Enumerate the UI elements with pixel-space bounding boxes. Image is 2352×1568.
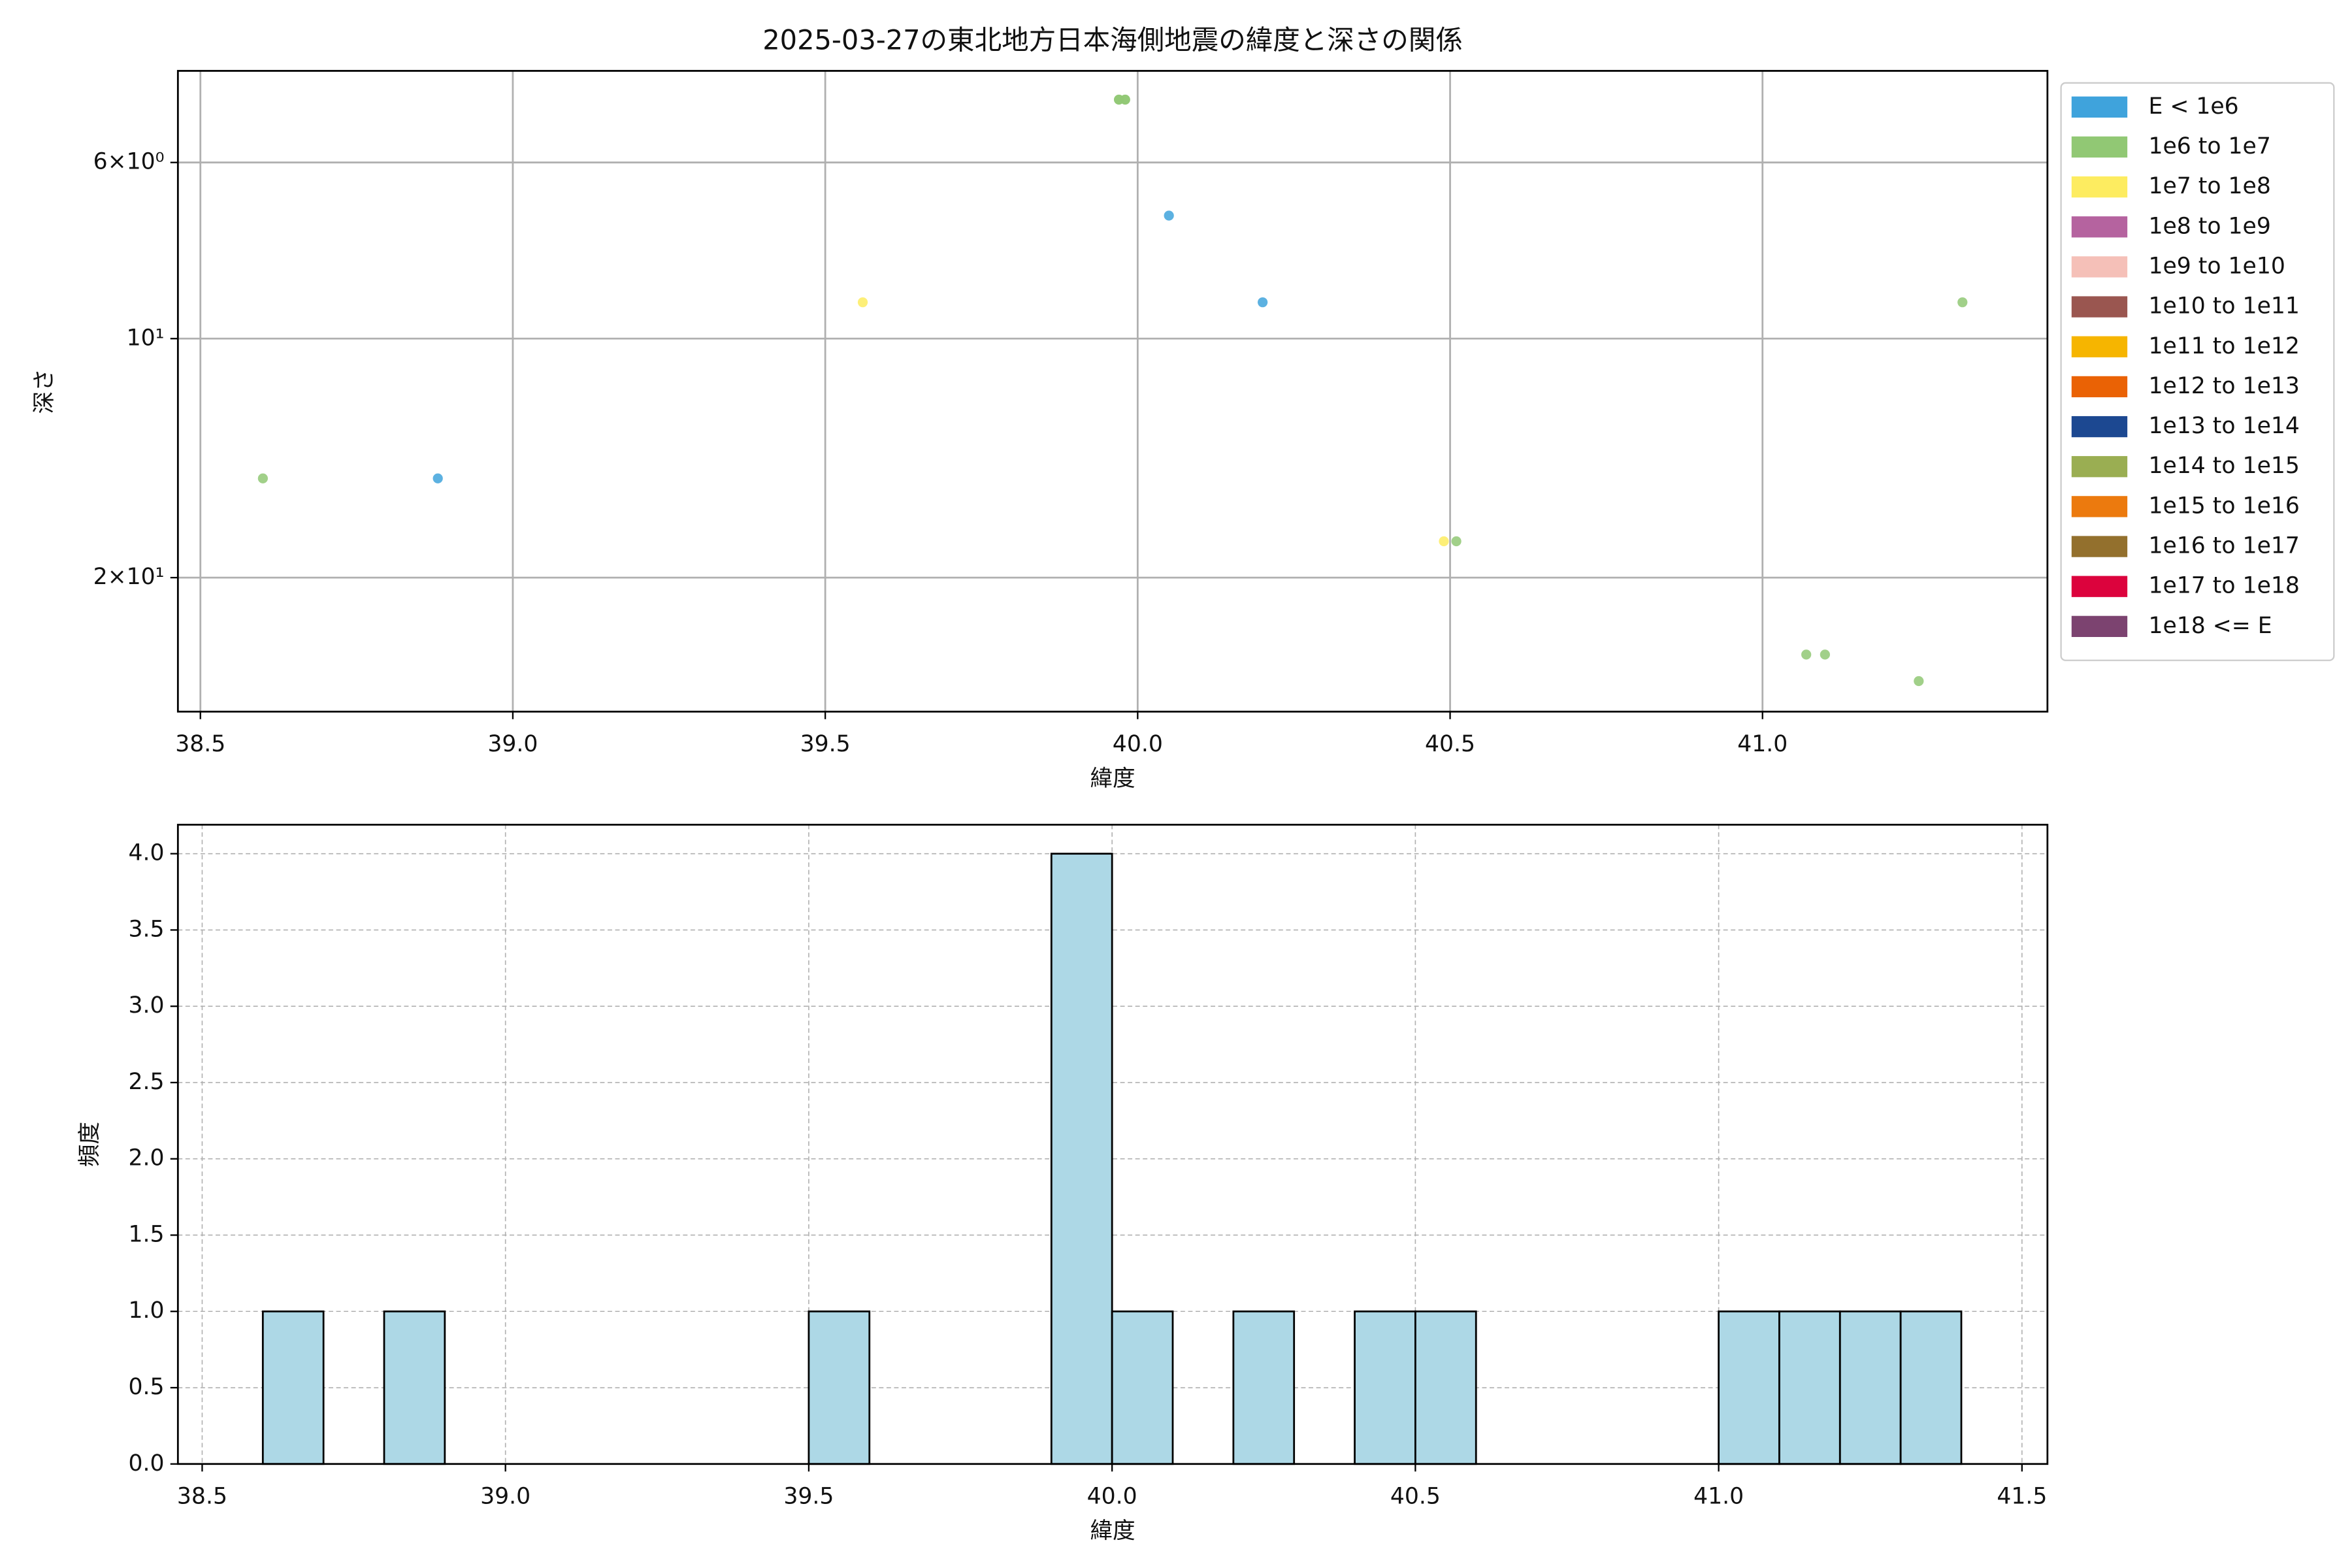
x-tick-label: 38.5 [177, 1484, 227, 1510]
y-tick-label: 2.0 [128, 1145, 164, 1171]
legend-box [2060, 82, 2335, 661]
point [1801, 649, 1812, 660]
bar [1718, 1310, 1780, 1465]
legend-label: 1e15 to 1e16 [2148, 493, 2299, 519]
legend-swatch [2071, 416, 2128, 438]
legend-swatch [2071, 576, 2128, 597]
x-tick-label: 40.5 [1425, 731, 1475, 757]
bar [383, 1310, 446, 1465]
legend-label: 1e6 to 1e7 [2148, 133, 2270, 159]
plot-frame [176, 70, 2049, 713]
bar [1111, 1310, 1174, 1465]
point [433, 473, 443, 483]
legend-label: 1e10 to 1e11 [2148, 293, 2299, 319]
legend-swatch [2071, 176, 2128, 198]
chart-title: 2025-03-27の東北地方日本海側地震の緯度と深さの関係 [762, 24, 1463, 56]
point [1164, 210, 1174, 221]
point [1451, 536, 1462, 547]
y-tick-label: 0.5 [128, 1374, 164, 1400]
legend-swatch [2071, 296, 2128, 318]
y-tick-label: 2.5 [128, 1069, 164, 1095]
x-tick-label: 40.0 [1113, 731, 1163, 757]
x-tick-label: 38.5 [175, 731, 225, 757]
y-tick-label: 4.0 [128, 840, 164, 866]
x-tick-label: 39.5 [783, 1484, 834, 1510]
legend-swatch [2071, 216, 2128, 238]
bar [1354, 1310, 1416, 1465]
legend-label: 1e12 to 1e13 [2148, 373, 2299, 399]
bar [1838, 1310, 1902, 1465]
legend-swatch [2071, 96, 2128, 118]
legend-swatch [2071, 136, 2128, 158]
legend-label: 1e18 <= E [2148, 613, 2272, 639]
legend-label: 1e9 to 1e10 [2148, 253, 2285, 279]
x-tick-label: 39.5 [800, 731, 851, 757]
y-tick-label: 6×10⁰ [93, 149, 165, 175]
x-tick-label: 40.0 [1087, 1484, 1137, 1510]
point [1439, 536, 1449, 547]
point [1120, 94, 1130, 105]
legend-swatch [2071, 376, 2128, 398]
legend-swatch [2071, 456, 2128, 478]
y-tick-label: 3.5 [128, 916, 164, 942]
y-axis-label: 頻度 [76, 1122, 103, 1167]
x-tick-label: 41.5 [1997, 1484, 2047, 1510]
point [1914, 676, 1924, 687]
y-tick-label: 3.0 [128, 992, 164, 1019]
legend-label: 1e17 to 1e18 [2148, 573, 2299, 599]
bar [1232, 1310, 1296, 1465]
point [257, 473, 268, 483]
legend-swatch [2071, 496, 2128, 517]
point [1257, 297, 1268, 308]
y-tick-label: 0.0 [128, 1450, 164, 1477]
legend-label: E < 1e6 [2148, 93, 2238, 120]
bar [261, 1310, 325, 1465]
point [1957, 297, 1968, 308]
y-tick-label: 2×10¹ [93, 564, 165, 590]
y-tick-label: 1.5 [128, 1221, 164, 1247]
legend-label: 1e14 to 1e15 [2148, 453, 2299, 479]
point [1820, 649, 1830, 660]
bar [1899, 1310, 1963, 1465]
x-tick-label: 39.0 [487, 731, 538, 757]
legend-swatch [2071, 615, 2128, 637]
plot-frame [176, 823, 2049, 1465]
x-axis-label: 緯度 [1090, 766, 1135, 792]
legend-swatch [2071, 336, 2128, 357]
y-tick-label: 1.0 [128, 1298, 164, 1324]
bar [808, 1310, 871, 1465]
bar [1414, 1310, 1477, 1465]
legend-swatch [2071, 256, 2128, 278]
legend-label: 1e7 to 1e8 [2148, 173, 2270, 199]
x-tick-label: 41.0 [1693, 1484, 1744, 1510]
legend-label: 1e11 to 1e12 [2148, 333, 2299, 359]
x-tick-label: 39.0 [480, 1484, 531, 1510]
y-tick-label: 10¹ [127, 325, 165, 351]
x-axis-label: 緯度 [1090, 1518, 1135, 1544]
bar [1778, 1310, 1841, 1465]
point [857, 297, 868, 308]
x-tick-label: 40.5 [1390, 1484, 1441, 1510]
x-tick-label: 41.0 [1737, 731, 1788, 757]
bar [1050, 853, 1113, 1465]
legend-label: 1e8 to 1e9 [2148, 213, 2270, 239]
legend-label: 1e13 to 1e14 [2148, 413, 2299, 439]
y-axis-label: 深さ [31, 368, 57, 414]
legend-swatch [2071, 536, 2128, 557]
legend-label: 1e16 to 1e17 [2148, 533, 2299, 559]
